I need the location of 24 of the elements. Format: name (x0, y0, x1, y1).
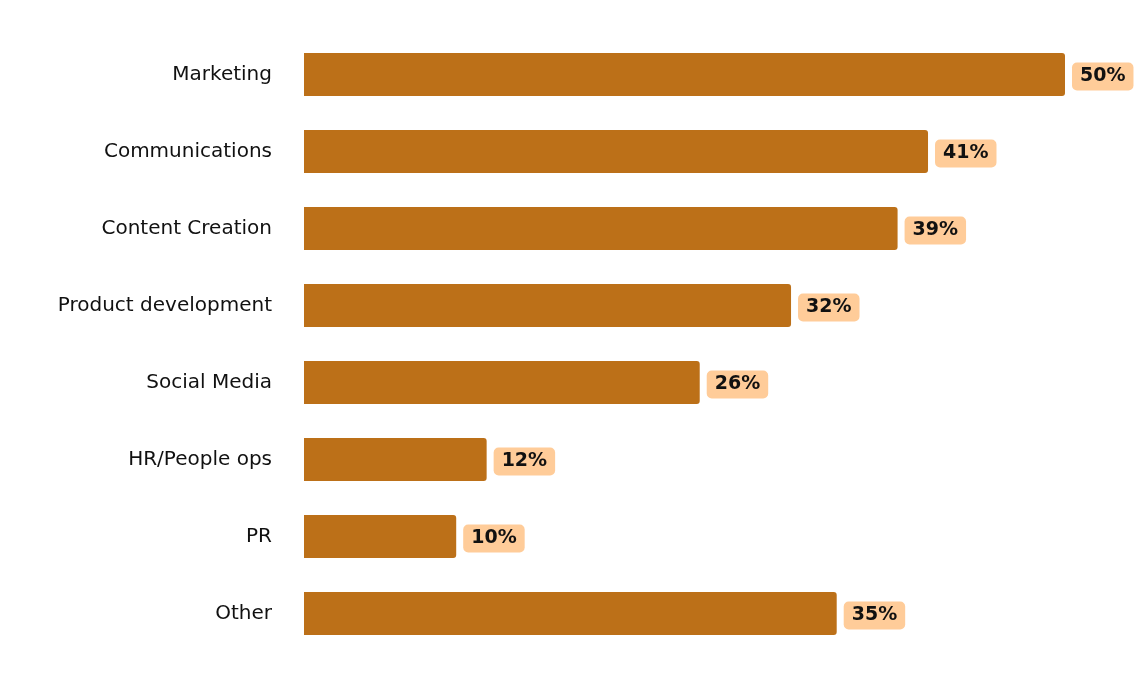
data-label: 12% (501, 448, 548, 471)
y-tick-label: Product development (57, 291, 273, 316)
y-tick-label: Social Media (146, 368, 272, 393)
y-tick-label: HR/People ops (128, 445, 272, 470)
bar (304, 283, 792, 328)
y-tick-label: Marketing (172, 60, 272, 85)
y-tick-label: Communications (103, 137, 272, 162)
data-label: 10% (471, 525, 517, 548)
bar (304, 129, 929, 174)
data-label: 26% (714, 371, 761, 394)
data-label: 32% (806, 294, 852, 317)
bar (304, 360, 700, 405)
y-tick-label: PR (246, 522, 273, 547)
data-label: 50% (1080, 63, 1126, 86)
bar (304, 437, 487, 482)
data-label: 35% (851, 602, 898, 625)
data-label: 39% (912, 217, 959, 240)
bar (304, 52, 1065, 97)
bar (304, 514, 457, 559)
y-tick-label: Content Creation (101, 214, 272, 239)
bar (304, 206, 898, 251)
data-label: 41% (943, 140, 989, 163)
y-tick-label: Other (215, 599, 273, 624)
bar (304, 591, 837, 636)
